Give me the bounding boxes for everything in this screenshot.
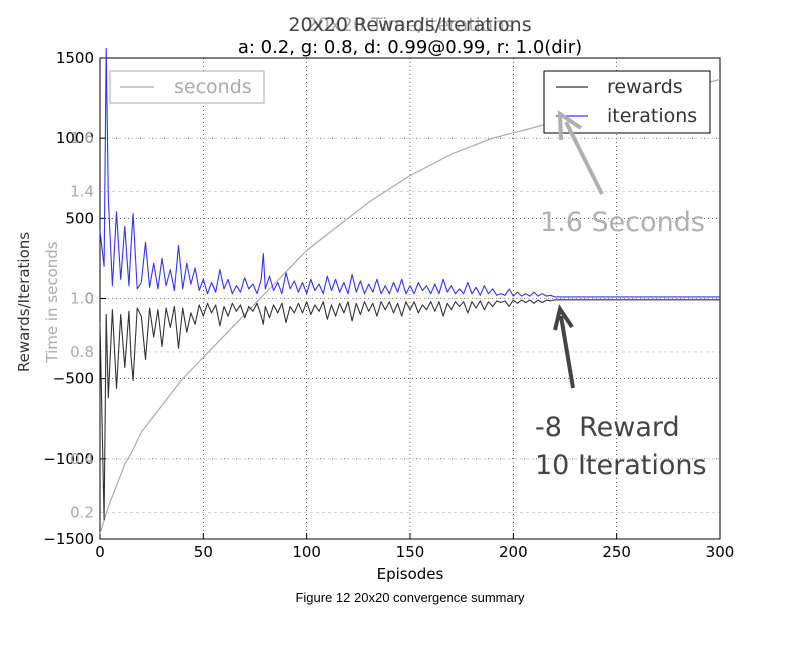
x-tick-label: 300 [706,543,735,561]
legend-rewards-iterations: rewards iterations [543,70,711,134]
x-axis-ticks: 0 50 100 150 200 250 300 [95,533,734,561]
y-tick-label: 0 [84,290,94,308]
seconds-tick-label: 1.4 [70,183,94,201]
chart-subtitle: a: 0.2, g: 0.8, d: 0.99@0.99, r: 1.0(dir… [238,37,582,58]
figure-caption: Figure 12 20x20 convergence summary [295,590,525,605]
seconds-arrow [557,110,604,195]
legend-rewards-label: rewards [607,76,683,98]
seconds-annotation: 1.6 Seconds [540,207,705,238]
y-axis-label: Rewards/Iterations [15,232,33,372]
legend-seconds-label: seconds [174,76,252,98]
reward-annotation: -8 Reward [535,412,680,443]
legend-seconds: seconds [109,70,265,104]
iterations-annotation: 10 Iterations [535,450,707,481]
y-tick-label: 1500 [56,49,94,67]
y-tick-label: 1000 [56,129,94,147]
seconds-tick-label: 1.0 [70,290,94,308]
seconds-tick-label: 0.8 [70,343,94,361]
y-tick-label: −1000 [43,450,94,468]
chart-title: 20x20 Rewards/Iterations [288,14,531,36]
y-tick-label: −500 [53,370,94,388]
x-tick-label: 200 [499,543,528,561]
series-line-iterations [99,47,720,298]
x-tick-label: 150 [396,543,425,561]
seconds-tick-label: 1.6 [70,129,94,147]
series-line-rewards [99,299,720,521]
y-tick-label: 500 [65,209,94,227]
x-tick-label: 50 [194,543,213,561]
seconds-tick-label: 0.4 [70,450,94,468]
chart-title-back: 20x20 Time/Iterations [305,14,514,36]
y-axis-ticks: 1500 1000 500 0 −500 −1000 −1500 [43,49,106,548]
seconds-axis-ticks: 1.6 1.4 1.0 0.8 0.4 0.2 [70,129,94,521]
x-tick-label: 0 [95,543,105,561]
x-tick-label: 100 [292,543,321,561]
x-tick-label: 250 [602,543,631,561]
legend-iterations-label: iterations [607,105,697,127]
seconds-tick-label: 0.2 [70,503,94,521]
y-tick-label: −1500 [43,530,94,548]
reward-arrow [553,304,575,389]
seconds-axis-label: Time in seconds [43,241,61,363]
x-axis-label: Episodes [377,565,444,583]
